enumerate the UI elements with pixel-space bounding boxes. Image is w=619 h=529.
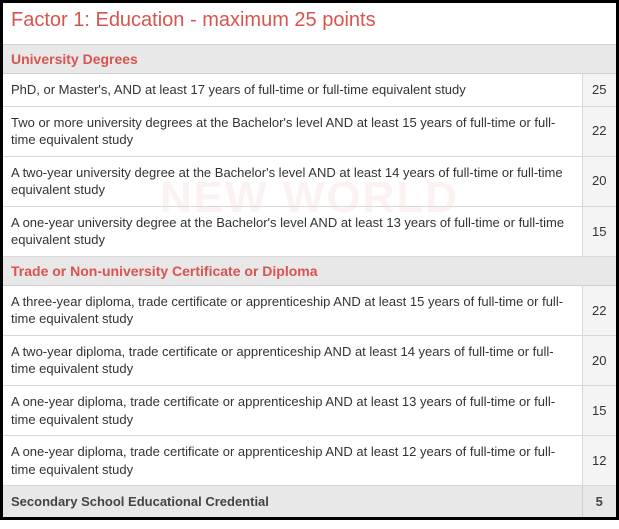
section-header-cell: Trade or Non-university Certificate or D… [3,256,616,285]
row-description: A one-year diploma, trade certificate or… [3,386,582,436]
footer-points: 5 [582,486,616,518]
row-description: A one-year university degree at the Bach… [3,206,582,256]
table-row: A one-year diploma, trade certificate or… [3,386,616,436]
section-header-row: University Degrees [3,45,616,74]
footer-row: Secondary School Educational Credential5 [3,486,616,518]
table-row: A two-year diploma, trade certificate or… [3,335,616,385]
row-description: A one-year diploma, trade certificate or… [3,436,582,486]
table-row: PhD, or Master's, AND at least 17 years … [3,74,616,107]
row-description: A three-year diploma, trade certificate … [3,285,582,335]
row-points: 12 [582,436,616,486]
row-points: 22 [582,106,616,156]
table-row: A three-year diploma, trade certificate … [3,285,616,335]
table-row: A one-year diploma, trade certificate or… [3,436,616,486]
row-points: 20 [582,335,616,385]
row-points: 22 [582,285,616,335]
row-description: A two-year university degree at the Bach… [3,156,582,206]
section-header-row: Trade or Non-university Certificate or D… [3,256,616,285]
row-points: 20 [582,156,616,206]
row-description: A two-year diploma, trade certificate or… [3,335,582,385]
education-points-table: University DegreesPhD, or Master's, AND … [3,44,616,517]
row-points: 15 [582,386,616,436]
section-header-cell: University Degrees [3,45,616,74]
factor-table-container: NEW WORLD Factor 1: Education - maximum … [0,0,619,520]
content-wrapper: Factor 1: Education - maximum 25 points … [3,3,616,517]
table-row: A one-year university degree at the Bach… [3,206,616,256]
factor-title: Factor 1: Education - maximum 25 points [3,3,616,44]
table-row: Two or more university degrees at the Ba… [3,106,616,156]
row-points: 15 [582,206,616,256]
row-description: PhD, or Master's, AND at least 17 years … [3,74,582,107]
footer-description: Secondary School Educational Credential [3,486,582,518]
row-points: 25 [582,74,616,107]
row-description: Two or more university degrees at the Ba… [3,106,582,156]
table-row: A two-year university degree at the Bach… [3,156,616,206]
